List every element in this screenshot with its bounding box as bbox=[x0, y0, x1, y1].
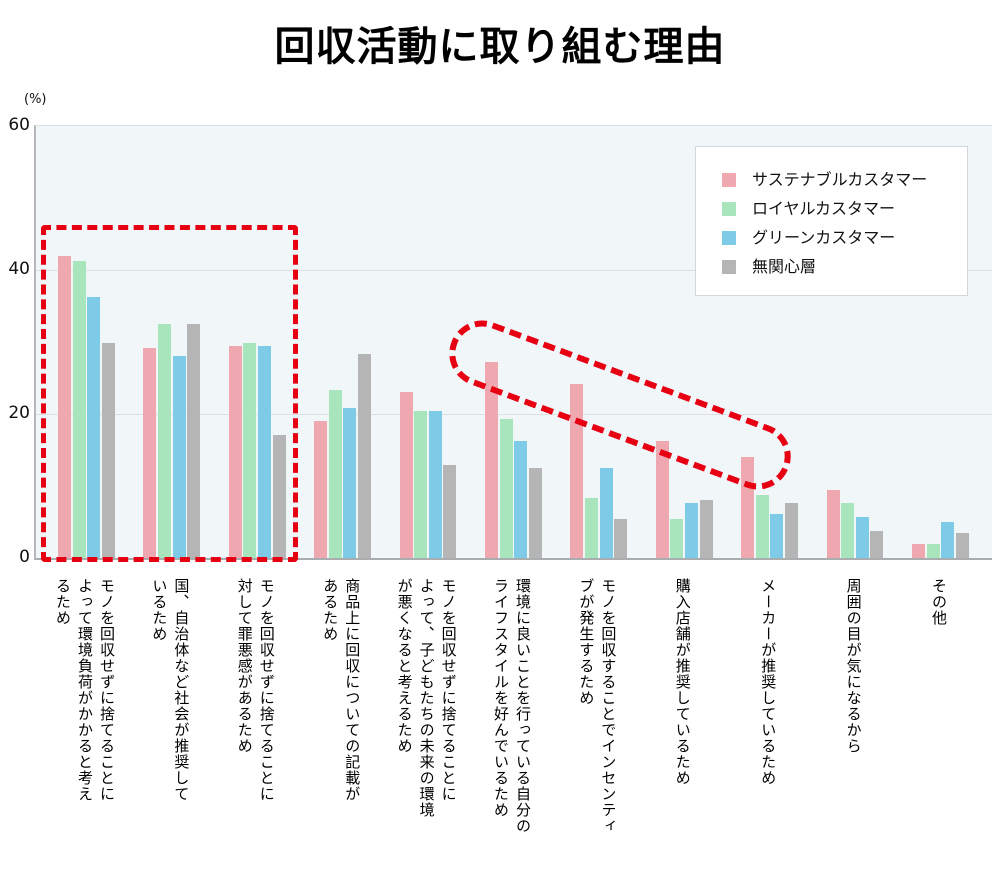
bar bbox=[428, 411, 442, 558]
x-axis-label: モノを回収せずに捨てることに 対して罪悪感があるため bbox=[234, 578, 278, 802]
legend-item-indifferent: 無関心層 bbox=[722, 257, 816, 277]
bar bbox=[314, 421, 328, 558]
bar bbox=[570, 383, 584, 558]
bar bbox=[358, 353, 371, 558]
x-axis-label-line: その他 bbox=[930, 578, 948, 626]
legend-label: ロイヤルカスタマー bbox=[752, 199, 896, 218]
x-axis-label-line: るため bbox=[54, 578, 72, 626]
x-axis-label: メーカーが推奨しているため bbox=[757, 578, 779, 786]
x-axis-label-line: 国、自治体など社会が推奨して bbox=[172, 578, 191, 802]
x-axis-label-line: よって、子どもたちの未来の環境 bbox=[417, 578, 436, 818]
y-tick-0: 0 bbox=[19, 547, 30, 567]
legend-item-green: グリーンカスタマー bbox=[722, 228, 895, 248]
x-axis-label: 周囲の目が気になるから bbox=[843, 578, 865, 754]
gridline-40 bbox=[36, 270, 992, 271]
bar bbox=[328, 389, 342, 558]
x-axis-label-line: ブが発生するため bbox=[577, 578, 596, 706]
bar bbox=[926, 544, 940, 558]
bar bbox=[614, 519, 628, 558]
x-axis-label-line: 周囲の目が気になるから bbox=[844, 578, 863, 754]
bar bbox=[499, 419, 513, 558]
x-axis-label-line: モノを回収せずに捨てることに bbox=[98, 578, 116, 802]
legend-swatch-pink bbox=[722, 173, 736, 187]
gridline-20 bbox=[36, 414, 992, 415]
bar bbox=[514, 440, 528, 558]
bar bbox=[399, 391, 413, 558]
x-axis-label-line: 商品上に回収についての記載が bbox=[343, 578, 362, 802]
x-axis-label-line: モノを回収することでインセンティ bbox=[599, 578, 618, 834]
bar bbox=[528, 468, 542, 558]
bar bbox=[785, 503, 798, 558]
x-axis-label: その他 bbox=[928, 578, 950, 626]
legend-label: 無関心層 bbox=[752, 257, 817, 276]
bar bbox=[841, 503, 855, 558]
x-axis-label-line: モノを回収せずに捨てることに bbox=[257, 578, 276, 802]
x-axis-label-line: 購入店舗が推奨しているため bbox=[673, 578, 692, 786]
x-axis-label-line: が悪くなると考えるため bbox=[395, 578, 414, 754]
bar bbox=[72, 261, 86, 558]
bar bbox=[187, 324, 201, 558]
legend-swatch-blue bbox=[722, 231, 736, 245]
x-axis-label-line: ライフスタイルを好んでいるため bbox=[492, 578, 510, 818]
x-axis-label-line: モノを回収せずに捨てることに bbox=[439, 578, 458, 802]
bar bbox=[172, 356, 186, 558]
bar bbox=[414, 411, 428, 558]
bar bbox=[443, 465, 457, 558]
bar bbox=[955, 532, 969, 558]
legend-label: グリーンカスタマー bbox=[752, 228, 896, 247]
y-tick-20: 20 bbox=[8, 403, 30, 423]
legend-swatch-gray bbox=[722, 260, 736, 274]
x-axis-label-line: よって環境負荷がかかると考え bbox=[76, 578, 94, 802]
x-axis-label: モノを回収せずに捨てることに よって、子どもたちの未来の環境 が悪くなると考えるため bbox=[394, 578, 460, 818]
bar bbox=[101, 342, 115, 558]
bar bbox=[699, 500, 713, 558]
legend-item-loyal: ロイヤルカスタマー bbox=[722, 199, 895, 219]
highlight-dashed-rectangle bbox=[41, 225, 298, 562]
x-axis-label: モノを回収せずに捨てることに よって環境負荷がかかると考え るため bbox=[52, 578, 118, 802]
y-tick-60: 60 bbox=[8, 115, 30, 135]
bar bbox=[670, 519, 684, 558]
x-axis-label-line: メーカーが推奨しているため bbox=[759, 578, 778, 786]
bar bbox=[770, 514, 784, 558]
legend: サステナブルカスタマー ロイヤルカスタマー グリーンカスタマー 無関心層 bbox=[695, 146, 968, 296]
x-axis-label-line: 環境に良いことを行っている自分の bbox=[514, 578, 532, 834]
x-axis-label-line: あるため bbox=[321, 578, 340, 642]
chart-title: 回収活動に取り組む理由 bbox=[274, 24, 726, 70]
bar bbox=[912, 544, 925, 558]
x-axis-label: 購入店舗が推奨しているため bbox=[672, 578, 694, 786]
x-axis-label: 商品上に回収についての記載が あるため bbox=[319, 578, 363, 802]
x-axis-label-line: いるため bbox=[150, 578, 169, 642]
bar bbox=[58, 256, 71, 558]
bar bbox=[655, 440, 669, 558]
bar bbox=[585, 497, 598, 558]
y-axis-unit: (%) bbox=[24, 92, 47, 107]
bar bbox=[272, 434, 286, 558]
x-axis-label: モノを回収することでインセンティ ブが発生するため bbox=[575, 578, 619, 834]
x-axis-label: 国、自治体など社会が推奨して いるため bbox=[148, 578, 192, 802]
bar bbox=[228, 345, 242, 558]
legend-swatch-green bbox=[722, 202, 736, 216]
bar bbox=[243, 342, 257, 558]
bar bbox=[685, 503, 698, 558]
legend-label: サステナブルカスタマー bbox=[752, 170, 928, 189]
x-axis-label-line: 対して罪悪感があるため bbox=[235, 578, 254, 754]
bar bbox=[258, 345, 271, 558]
bar bbox=[855, 516, 869, 558]
bar bbox=[485, 362, 498, 558]
x-axis-label: 環境に良いことを行っている自分の ライフスタイルを好んでいるため bbox=[490, 578, 534, 834]
bar bbox=[870, 530, 884, 558]
bar bbox=[599, 468, 613, 558]
legend-item-sustainable: サステナブルカスタマー bbox=[722, 170, 927, 190]
bar bbox=[143, 348, 157, 558]
y-tick-40: 40 bbox=[8, 259, 30, 279]
bar bbox=[343, 408, 357, 558]
bar bbox=[755, 494, 769, 558]
bar bbox=[87, 297, 101, 558]
bar bbox=[941, 522, 955, 558]
bar bbox=[741, 457, 755, 558]
bar bbox=[158, 324, 171, 558]
bar bbox=[826, 489, 840, 558]
